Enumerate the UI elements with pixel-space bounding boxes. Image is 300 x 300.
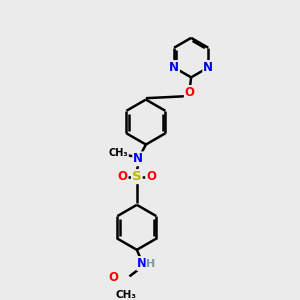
- Text: O: O: [146, 170, 156, 183]
- Text: S: S: [132, 170, 142, 183]
- Text: N: N: [203, 61, 213, 74]
- Text: CH₃: CH₃: [116, 290, 136, 300]
- Text: N: N: [133, 152, 143, 165]
- Text: H: H: [146, 259, 156, 269]
- Text: O: O: [185, 86, 195, 99]
- Text: O: O: [118, 170, 128, 183]
- Text: O: O: [108, 271, 118, 284]
- Text: N: N: [137, 257, 147, 270]
- Text: CH₃: CH₃: [108, 148, 128, 158]
- Text: N: N: [169, 61, 179, 74]
